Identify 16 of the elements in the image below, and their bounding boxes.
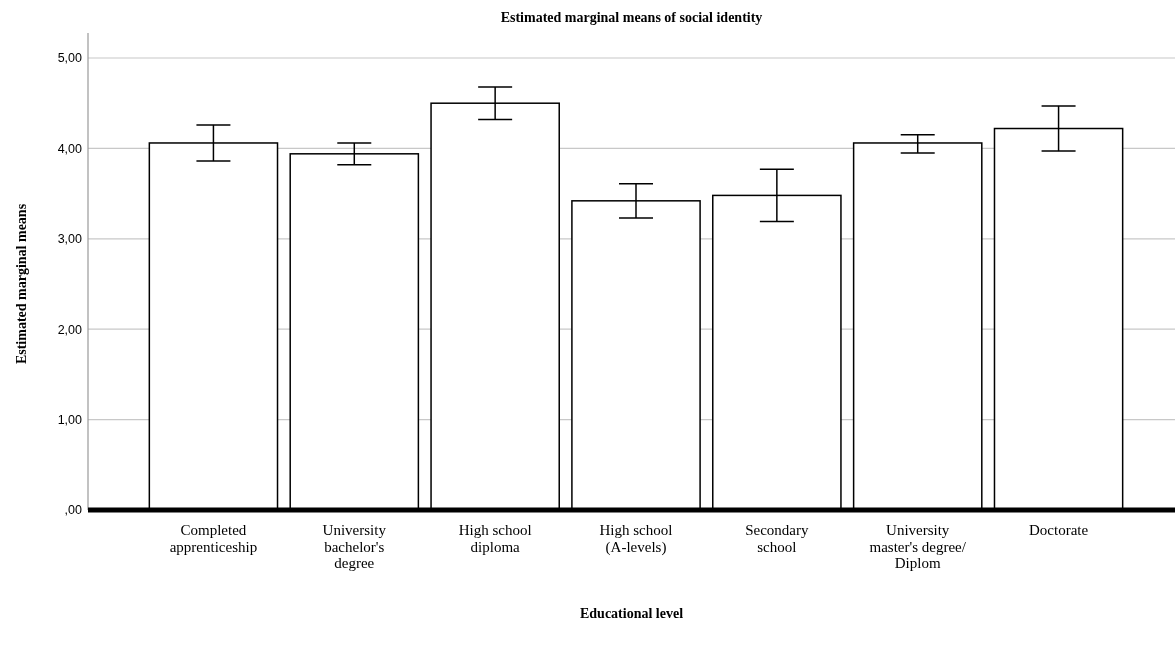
y-tick-label: 5,00 [57, 51, 83, 66]
y-tick-label: ,00 [64, 503, 83, 518]
y-tick-label: 1,00 [57, 412, 83, 427]
y-tick-label: 2,00 [57, 322, 83, 337]
x-axis-title: Educational level [579, 606, 684, 621]
x-tick-label: University master's degree/Diplom [869, 522, 967, 571]
x-tick-label: High school diploma [458, 522, 532, 555]
y-tick-label: 4,00 [57, 141, 83, 156]
x-tick-label: Doctorate [1029, 522, 1089, 538]
y-axis-title: Estimated marginal means [14, 203, 29, 365]
x-tick-label: High school (A-levels) [599, 522, 673, 556]
x-tick-label: Completed apprenticeship [169, 522, 258, 555]
x-tick-label: University bachelor's degree [322, 522, 387, 571]
y-tick-label: 3,00 [57, 232, 83, 247]
chart-title: Estimated marginal means of social identity [500, 10, 763, 25]
x-tick-label: Secondary school [745, 522, 810, 555]
